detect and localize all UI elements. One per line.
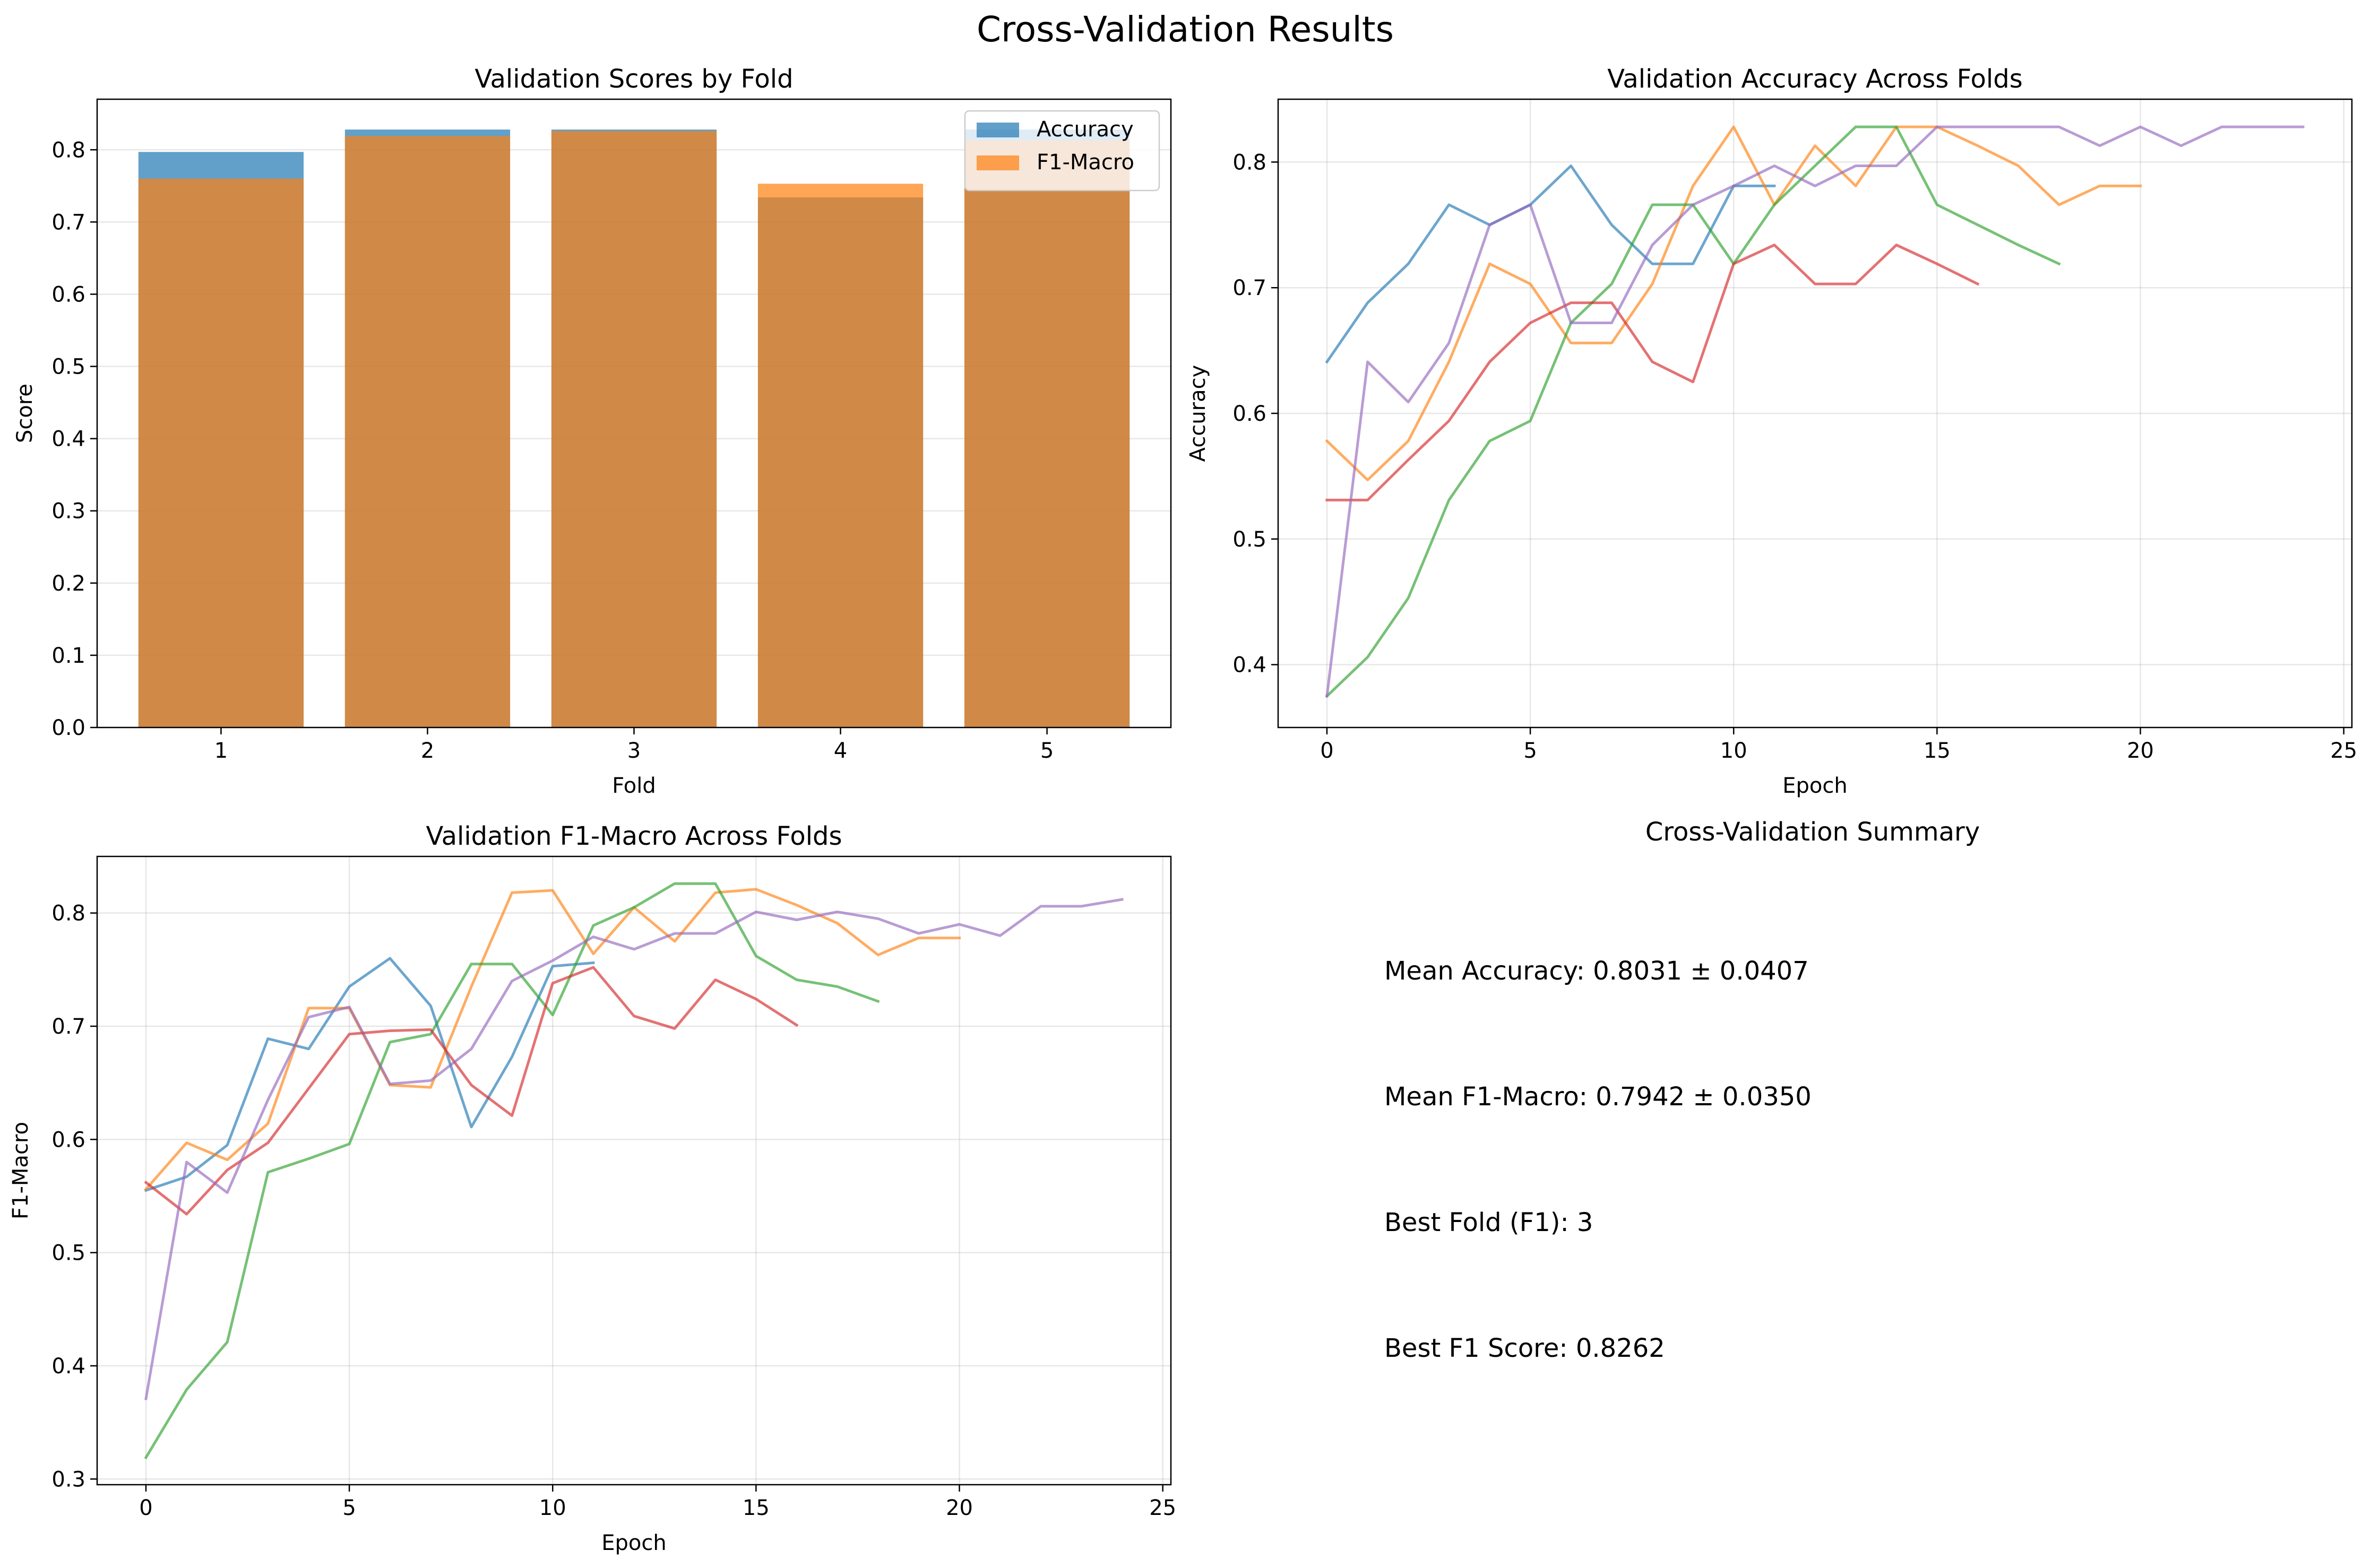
series-line-fold-4 (1325, 244, 1980, 501)
x-axis-label: Epoch (601, 1531, 666, 1555)
summary-panel: Cross-Validation Summary Mean Accuracy: … (1384, 817, 1980, 1363)
x-tick-label-0: 0 (139, 1496, 152, 1520)
series-line-fold-5 (1325, 125, 2305, 698)
summary-line-best-f1: Best F1 Score: 0.8262 (1384, 1333, 1665, 1363)
x-tick-label-3: 15 (743, 1496, 770, 1520)
x-axis-label: Fold (612, 774, 656, 798)
y-tick-label-1: 0.1 (51, 644, 85, 668)
legend-swatch-1 (977, 155, 1019, 170)
series-line-fold-2 (1325, 125, 2142, 481)
y-tick-label-8: 0.8 (51, 138, 85, 162)
x-tick-label-5: 25 (1149, 1496, 1176, 1520)
summary-title: Cross-Validation Summary (1645, 817, 1980, 847)
y-tick-label-0: 0.3 (51, 1467, 85, 1492)
y-tick-label-5: 0.5 (51, 355, 85, 379)
y-tick-label-5: 0.8 (51, 902, 85, 926)
bar-f1-macro-fold-4 (757, 184, 924, 728)
y-tick-label-6: 0.6 (51, 282, 85, 307)
axes-frame (1277, 98, 2353, 729)
x-tick-label-4: 20 (2127, 739, 2154, 763)
y-tick-label-4: 0.7 (51, 1015, 85, 1039)
figure-suptitle: Cross-Validation Results (977, 9, 1394, 50)
series-line-fold-3 (144, 882, 880, 1460)
bar-f1-macro-fold-2 (344, 136, 511, 728)
x-tick-label-3: 15 (1924, 739, 1951, 763)
summary-line-mean-accuracy: Mean Accuracy: 0.8031 ± 0.0407 (1384, 956, 1809, 986)
x-tick-label-2: 3 (627, 739, 641, 763)
y-axis-label: Score (13, 384, 37, 443)
x-tick-label-1: 5 (1523, 739, 1537, 763)
series-line-fold-2 (144, 888, 961, 1191)
y-tick-label-1: 0.4 (51, 1354, 85, 1379)
x-tick-label-3: 4 (834, 739, 847, 763)
bar-f1-macro-fold-5 (964, 140, 1130, 728)
x-tick-label-0: 1 (214, 739, 228, 763)
summary-line-mean-f1: Mean F1-Macro: 0.7942 ± 0.0350 (1384, 1082, 1812, 1112)
axes-frame (96, 98, 1172, 729)
y-tick-label-1: 0.5 (1232, 527, 1266, 552)
chart-title: Validation F1-Macro Across Folds (426, 821, 842, 851)
summary-line-best-fold: Best Fold (F1): 3 (1384, 1208, 1593, 1237)
y-tick-label-7: 0.7 (51, 210, 85, 235)
bar-chart-panel: 0.0 0.1 0.2 0.3 0.4 0.5 0.6 0.7 0.8 1 2 3 4 5 Validati… (13, 64, 1172, 798)
bar-f1-macro-fold-3 (551, 131, 717, 727)
y-tick-label-2: 0.5 (51, 1241, 85, 1266)
chart-title: Validation Scores by Fold (475, 64, 793, 94)
legend-label-1: F1-Macro (1037, 150, 1134, 175)
x-tick-label-4: 5 (1040, 739, 1054, 763)
bar-f1-macro-fold-1 (138, 178, 304, 727)
legend-swatch-0 (977, 123, 1019, 137)
x-tick-label-4: 20 (946, 1496, 973, 1520)
y-tick-label-4: 0.8 (1232, 150, 1266, 175)
x-tick-label-5: 25 (2330, 739, 2357, 763)
series-line-fold-1 (144, 957, 595, 1192)
y-tick-label-3: 0.7 (1232, 276, 1266, 300)
x-tick-label-0: 0 (1320, 739, 1333, 763)
series-line-fold-3 (1325, 125, 2061, 698)
x-axis-label: Epoch (1782, 774, 1847, 798)
x-tick-label-1: 2 (421, 739, 434, 763)
axes-frame (96, 855, 1172, 1486)
series-line-fold-4 (144, 966, 799, 1216)
x-tick-label-2: 10 (1720, 739, 1747, 763)
x-tick-label-2: 10 (539, 1496, 566, 1520)
y-tick-label-3: 0.6 (51, 1128, 85, 1152)
y-tick-label-2: 0.6 (1232, 402, 1266, 426)
accuracy-line-chart-panel: 0.4 0.5 0.6 0.7 0.8 0 5 10 15 20 25 Validation Accu… (1186, 64, 2357, 798)
y-tick-label-4: 0.4 (51, 427, 85, 452)
y-axis-label: F1-Macro (8, 1122, 33, 1219)
series-line-fold-5 (144, 898, 1124, 1400)
chart-title: Validation Accuracy Across Folds (1607, 64, 2022, 94)
y-tick-label-3: 0.3 (51, 499, 85, 524)
y-tick-label-0: 0.4 (1232, 653, 1266, 678)
y-tick-label-2: 0.2 (51, 571, 85, 596)
f1-line-chart-panel: 0.3 0.4 0.5 0.6 0.7 0.8 0 5 10 15 20 25 Validation F… (8, 821, 1176, 1555)
x-tick-label-1: 5 (342, 1496, 356, 1520)
legend-label-0: Accuracy (1037, 117, 1134, 142)
y-tick-label-0: 0.0 (51, 716, 85, 740)
series-line-fold-1 (1325, 164, 1776, 364)
y-axis-label: Accuracy (1186, 365, 1210, 462)
